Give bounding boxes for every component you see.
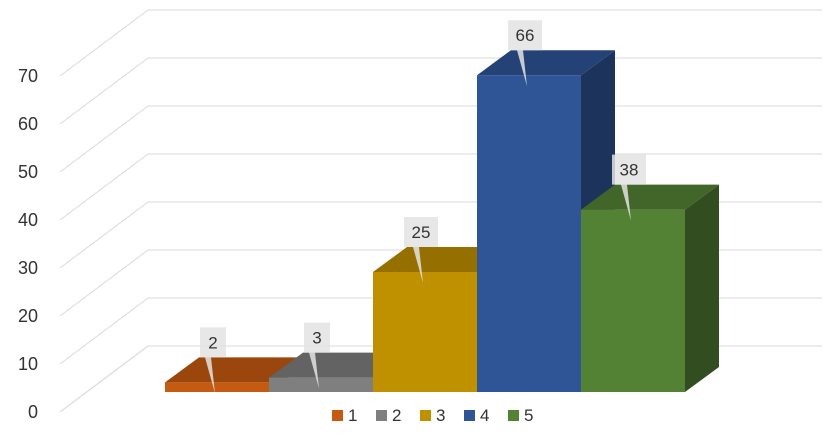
bar-top-face: [477, 50, 615, 76]
data-label-5: 38: [612, 154, 646, 221]
bar-top-face: [165, 357, 303, 383]
side-gridline-60: [59, 57, 149, 125]
legend-item-4: 4: [464, 406, 489, 425]
legend-swatch: [508, 410, 519, 421]
data-label-4: 66: [508, 20, 542, 87]
side-gridline-40: [59, 153, 149, 221]
bar-front-face: [269, 377, 373, 392]
data-label-text: 66: [516, 26, 535, 45]
y-tick-label: 50: [18, 162, 38, 182]
bar-front-face: [477, 75, 581, 392]
side-gridline-10: [59, 297, 149, 365]
legend-swatch: [420, 410, 431, 421]
y-tick-label: 20: [18, 306, 38, 326]
legend-label: 2: [392, 406, 401, 425]
legend-item-2: 2: [376, 406, 401, 425]
side-gridline-20: [59, 249, 149, 317]
legend: 1 2 3 4 5: [332, 406, 533, 425]
legend-item-3: 3: [420, 406, 445, 425]
y-tick-label: 60: [18, 114, 38, 134]
floor-left-edge: [59, 345, 149, 413]
data-label-text: 3: [312, 329, 321, 348]
data-labels: 2 3 25 66 38: [200, 20, 646, 394]
data-label-text: 38: [620, 161, 639, 180]
y-axis-ticks: 0 10 20 30 40 50 60 70: [18, 66, 38, 422]
callout-box: [612, 154, 646, 221]
data-label-1: 2: [200, 327, 226, 394]
bar-side-face: [685, 184, 719, 392]
y-tick-label: 70: [18, 66, 38, 86]
bars: [165, 50, 719, 392]
side-gridline-50: [59, 105, 149, 173]
legend-label: 3: [436, 406, 445, 425]
legend-label: 1: [348, 406, 357, 425]
callout-box: [508, 20, 542, 87]
bar-front-face: [373, 272, 477, 392]
y-tick-label: 40: [18, 210, 38, 230]
legend-item-1: 1: [332, 406, 357, 425]
y-tick-label: 0: [28, 402, 38, 422]
legend-item-5: 5: [508, 406, 533, 425]
y-tick-label: 10: [18, 354, 38, 374]
legend-swatch: [464, 410, 475, 421]
bar-top-face: [269, 352, 407, 378]
bar-top-face: [373, 247, 511, 272]
data-label-text: 25: [412, 223, 431, 242]
legend-label: 4: [480, 406, 489, 425]
legend-swatch: [376, 410, 387, 421]
data-label-text: 2: [208, 333, 217, 352]
data-label-3: 25: [404, 217, 438, 283]
side-gridline-30: [59, 201, 149, 269]
bar-5: [581, 184, 719, 392]
y-tick-label: 30: [18, 258, 38, 278]
callout-box: [304, 322, 330, 389]
bar-front-face: [581, 209, 685, 392]
side-gridline-70: [59, 9, 149, 77]
data-label-2: 3: [304, 322, 330, 389]
legend-swatch: [332, 410, 343, 421]
callout-box: [404, 217, 438, 283]
callout-box: [200, 327, 226, 394]
bar-top-face: [581, 184, 719, 210]
bar-front-face: [165, 382, 269, 392]
legend-label: 5: [524, 406, 533, 425]
